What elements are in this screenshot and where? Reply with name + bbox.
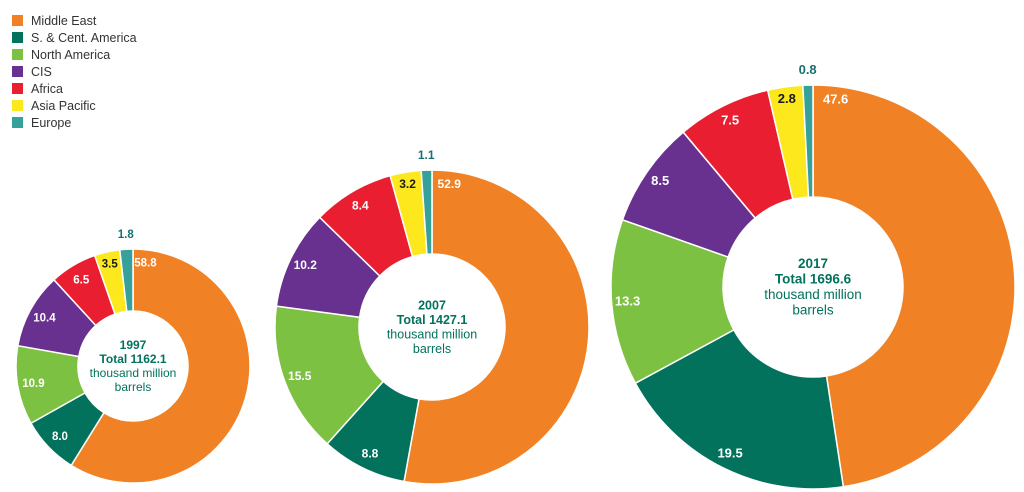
center-unit: barrels <box>413 342 451 356</box>
data-label: 52.9 <box>438 177 462 191</box>
slice <box>634 328 845 490</box>
legend-label: CIS <box>31 64 52 79</box>
slice <box>420 169 433 255</box>
data-label: 1.8 <box>118 229 135 241</box>
center-total: Total 1162.1 <box>99 352 166 366</box>
legend-label: Africa <box>31 81 63 96</box>
legend-swatch <box>12 117 23 128</box>
legend-item: Europe <box>12 114 137 131</box>
data-label: 58.8 <box>134 258 157 270</box>
legend-label: Middle East <box>31 13 97 28</box>
center-unit: thousand million <box>90 366 177 380</box>
legend-item: Asia Pacific <box>12 97 137 114</box>
data-label: 6.5 <box>73 274 90 286</box>
legend-label: Europe <box>31 115 72 130</box>
data-label: 8.5 <box>651 173 669 188</box>
legend-swatch <box>12 49 23 60</box>
data-label: 8.8 <box>362 447 379 461</box>
center-unit: barrels <box>115 380 152 394</box>
data-label: 13.3 <box>615 294 640 309</box>
data-label: 7.5 <box>721 112 739 127</box>
legend-swatch <box>12 83 23 94</box>
center-total: Total 1696.6 <box>775 271 852 286</box>
legend-item: Africa <box>12 80 137 97</box>
slice <box>812 84 1016 488</box>
data-label: 19.5 <box>717 446 742 461</box>
center-unit: barrels <box>792 302 834 317</box>
slice <box>118 248 134 313</box>
center-total: Total 1427.1 <box>397 313 468 327</box>
slice <box>70 248 251 484</box>
data-label: 8.0 <box>52 431 68 443</box>
legend-swatch <box>12 66 23 77</box>
legend-item: S. & Cent. America <box>12 29 137 46</box>
data-label: 10.9 <box>22 378 44 390</box>
legend-label: Asia Pacific <box>31 98 96 113</box>
data-label: 8.4 <box>352 199 369 213</box>
legend-label: S. & Cent. America <box>31 30 137 45</box>
slice <box>610 218 735 385</box>
legend-item: North America <box>12 46 137 63</box>
data-label: 47.6 <box>823 91 848 106</box>
legend-item: CIS <box>12 63 137 80</box>
slice <box>802 84 814 198</box>
legend-swatch <box>12 100 23 111</box>
data-label: 10.2 <box>294 258 318 272</box>
legend-swatch <box>12 32 23 43</box>
center-unit: thousand million <box>764 287 862 302</box>
slice <box>274 305 385 445</box>
data-label: 10.4 <box>33 312 56 324</box>
legend-label: North America <box>31 47 111 62</box>
slice <box>403 169 590 485</box>
data-label: 0.8 <box>799 62 817 77</box>
data-label: 15.5 <box>288 369 312 383</box>
center-unit: thousand million <box>387 327 477 341</box>
data-label: 3.2 <box>399 177 416 191</box>
data-label: 3.5 <box>102 259 119 271</box>
legend-swatch <box>12 15 23 26</box>
data-label: 2.8 <box>778 91 796 106</box>
center-year: 2017 <box>798 256 828 271</box>
center-year: 1997 <box>120 338 147 352</box>
center-year: 2007 <box>418 298 446 312</box>
data-label: 1.1 <box>418 148 435 162</box>
legend-item: Middle East <box>12 12 137 29</box>
legend: Middle East S. & Cent. America North Ameri… <box>12 12 137 131</box>
